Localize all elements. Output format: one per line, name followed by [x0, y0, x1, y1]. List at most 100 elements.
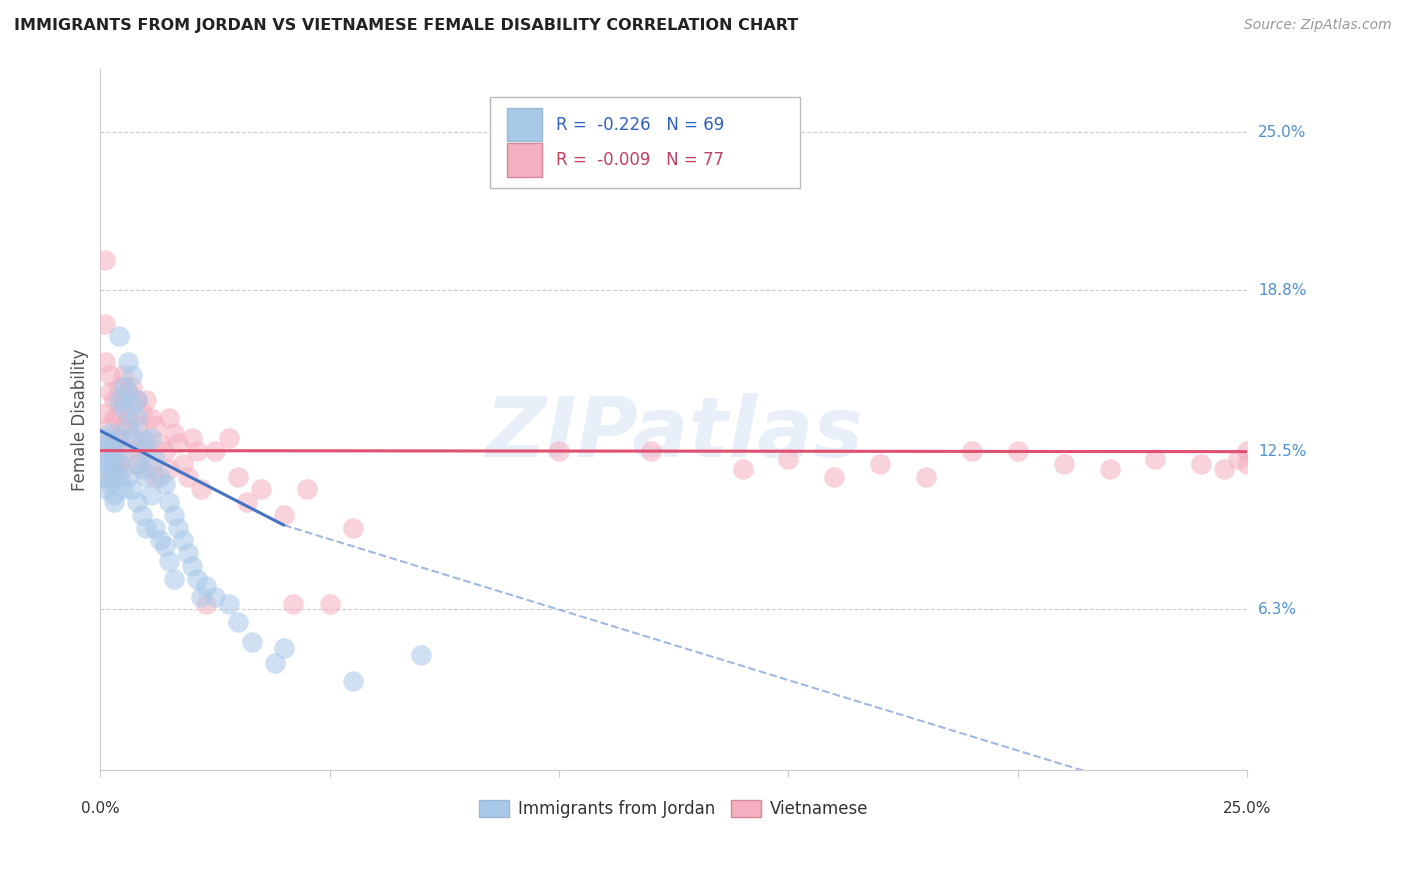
Point [145, 469, 167, 483]
Point [149, 469, 172, 483]
Point [139, 462, 162, 476]
Point [135, 393, 157, 408]
Point [157, 462, 180, 476]
FancyBboxPatch shape [508, 143, 541, 177]
Point [125, 457, 148, 471]
Point [157, 411, 180, 425]
Point [94, 431, 117, 445]
Point [121, 398, 143, 412]
Point [250, 483, 273, 497]
Point [121, 380, 143, 394]
Point [125, 457, 148, 471]
Point [181, 558, 204, 573]
Point [731, 462, 754, 476]
Point [869, 457, 891, 471]
Point [226, 469, 249, 483]
Point [1226, 451, 1249, 466]
Point [172, 457, 194, 471]
Point [131, 406, 153, 420]
Point [94, 469, 117, 483]
Point [342, 521, 364, 535]
Point [94, 252, 117, 267]
Point [226, 615, 249, 629]
Text: IMMIGRANTS FROM JORDAN VS VIETNAMESE FEMALE DISABILITY CORRELATION CHART: IMMIGRANTS FROM JORDAN VS VIETNAMESE FEM… [14, 18, 799, 33]
Point [94, 355, 117, 369]
Point [145, 521, 167, 535]
Point [98, 451, 121, 466]
Point [98, 436, 121, 450]
Text: Source: ZipAtlas.com: Source: ZipAtlas.com [1244, 18, 1392, 32]
FancyBboxPatch shape [491, 96, 800, 188]
Point [190, 590, 212, 604]
Point [107, 406, 129, 420]
Point [121, 431, 143, 445]
FancyBboxPatch shape [508, 108, 541, 142]
Text: R =  -0.009   N = 77: R = -0.009 N = 77 [555, 151, 724, 169]
Point [103, 462, 125, 476]
Point [125, 495, 148, 509]
Point [112, 368, 135, 382]
Point [117, 385, 139, 400]
Point [139, 411, 162, 425]
Point [172, 533, 194, 548]
Point [218, 597, 240, 611]
Y-axis label: Female Disability: Female Disability [72, 348, 89, 491]
Point [112, 444, 135, 458]
Point [131, 508, 153, 522]
Point [98, 418, 121, 433]
Point [295, 483, 318, 497]
Point [149, 533, 172, 548]
Point [823, 469, 845, 483]
Point [411, 648, 433, 663]
Point [98, 469, 121, 483]
Point [145, 451, 167, 466]
Point [181, 431, 204, 445]
Point [163, 572, 186, 586]
Point [94, 406, 117, 420]
Point [1098, 462, 1121, 476]
Point [1236, 457, 1258, 471]
Point [240, 635, 263, 649]
Point [112, 483, 135, 497]
Point [107, 469, 129, 483]
Point [778, 451, 800, 466]
Point [176, 546, 198, 560]
Point [319, 597, 342, 611]
Point [273, 640, 295, 655]
Text: R =  -0.226   N = 69: R = -0.226 N = 69 [555, 116, 724, 134]
Point [273, 508, 295, 522]
Point [548, 444, 571, 458]
Point [117, 385, 139, 400]
Point [1053, 457, 1076, 471]
Point [107, 431, 129, 445]
Point [112, 380, 135, 394]
Point [194, 597, 217, 611]
Point [117, 418, 139, 433]
Point [135, 521, 157, 535]
Point [149, 436, 172, 450]
Point [112, 462, 135, 476]
Text: 25.0%: 25.0% [1223, 800, 1271, 815]
Point [131, 444, 153, 458]
Point [153, 444, 176, 458]
Point [186, 444, 208, 458]
Point [103, 444, 125, 458]
Point [139, 431, 162, 445]
Point [125, 418, 148, 433]
Point [163, 508, 186, 522]
Point [117, 444, 139, 458]
Point [103, 436, 125, 450]
Legend: Immigrants from Jordan, Vietnamese: Immigrants from Jordan, Vietnamese [472, 793, 875, 825]
Point [121, 368, 143, 382]
Point [1007, 444, 1029, 458]
Point [98, 385, 121, 400]
Point [107, 380, 129, 394]
Point [153, 477, 176, 491]
Point [103, 495, 125, 509]
Point [263, 656, 285, 670]
Point [103, 469, 125, 483]
Point [157, 495, 180, 509]
Point [117, 469, 139, 483]
Point [236, 495, 259, 509]
Point [94, 483, 117, 497]
